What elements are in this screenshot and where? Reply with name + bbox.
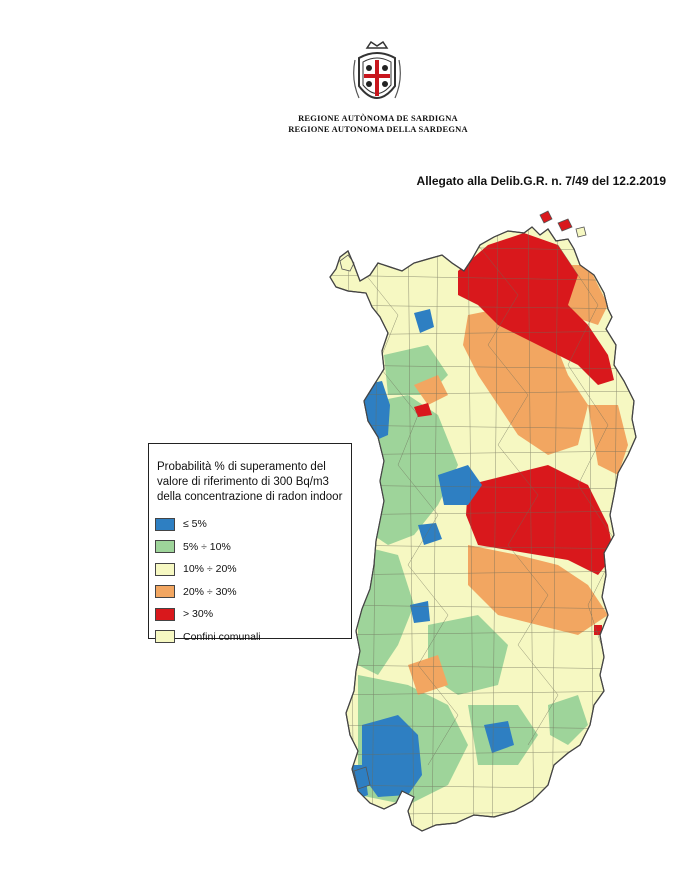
- legend-swatch: [155, 630, 175, 644]
- sardinia-coat-of-arms-icon: [353, 40, 401, 99]
- legend-label: 5% ÷ 10%: [183, 540, 231, 553]
- legend-swatch: [155, 585, 175, 599]
- legend-swatch: [155, 517, 175, 531]
- legend-swatch: [155, 562, 175, 576]
- legend-item-municipal-borders: Confini comunali: [155, 626, 345, 649]
- legend-title-line: valore di riferimento di 300 Bq/m3: [157, 476, 329, 488]
- legend-swatch: [155, 540, 175, 554]
- radon-probability-map: [329, 210, 637, 832]
- legend-label: 20% ÷ 30%: [183, 585, 237, 598]
- legend-swatch: [155, 607, 175, 621]
- legend-item-10-20: 10% ÷ 20%: [155, 558, 345, 581]
- legend-title: Probabilità % di superamento del valore …: [155, 460, 345, 505]
- legend-item-5-10: 5% ÷ 10%: [155, 536, 345, 559]
- map-legend: Probabilità % di superamento del valore …: [148, 443, 352, 644]
- legend-item-le5: ≤ 5%: [155, 513, 345, 536]
- legend-item-gt30: > 30%: [155, 603, 345, 626]
- region-name-italian: REGIONE AUTONOMA DELLA SARDEGNA: [288, 124, 468, 134]
- legend-label: > 30%: [183, 608, 214, 621]
- legend-item-20-30: 20% ÷ 30%: [155, 581, 345, 604]
- region-name-sardinian: REGIONE AUTÒNOMA DE SARDIGNA: [298, 113, 458, 123]
- legend-label: ≤ 5%: [183, 518, 207, 531]
- legend-label: 10% ÷ 20%: [183, 563, 237, 576]
- deliberation-reference: Allegato alla Delib.G.R. n. 7/49 del 12.…: [416, 174, 666, 188]
- legend-label: Confini comunali: [183, 630, 261, 643]
- legend-title-line: della concentrazione di radon indoor: [157, 491, 343, 503]
- legend-title-line: Probabilità % di superamento del: [157, 461, 326, 473]
